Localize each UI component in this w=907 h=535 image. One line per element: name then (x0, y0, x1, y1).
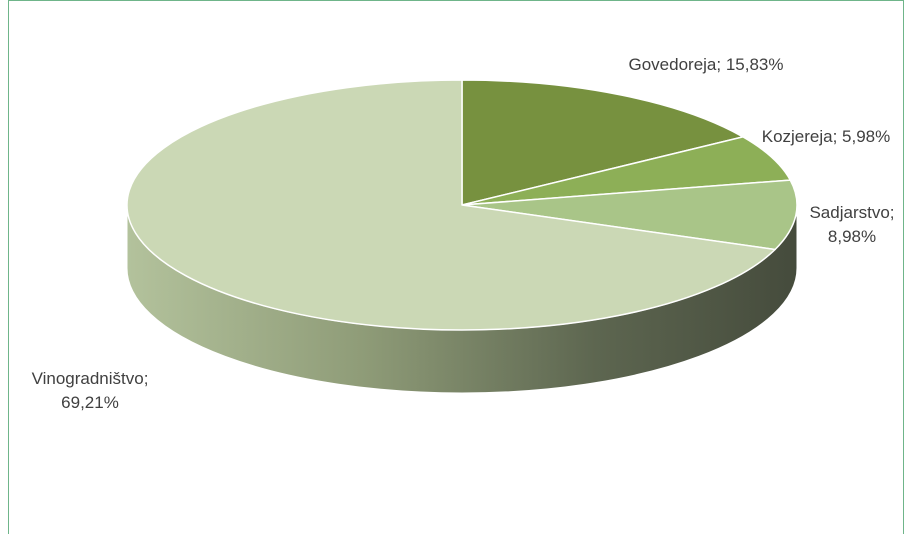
data-label-line: 8,98% (828, 227, 876, 246)
data-label-sadjarstvo: Sadjarstvo; 8,98% (809, 203, 894, 246)
pie-slice-sadjarstvo (461, 179, 798, 251)
pie-slices (126, 79, 798, 331)
pie-slice-kozjereja (461, 136, 792, 206)
data-label-line: Kozjereja; 5,98% (762, 127, 891, 146)
data-label-line: Govedoreja; 15,83% (629, 55, 784, 74)
pie-slice-govedoreja (461, 79, 744, 206)
data-label-line: Sadjarstvo; (809, 203, 894, 222)
data-label-govedoreja: Govedoreja; 15,83% (629, 55, 784, 74)
data-label-line: 69,21% (61, 393, 119, 412)
pie-slice-vinogradnistvo (126, 79, 776, 331)
data-label-kozjereja: Kozjereja; 5,98% (762, 127, 891, 146)
data-label-vinogradnistvo: Vinogradništvo; 69,21% (32, 369, 149, 412)
chart-frame (8, 0, 904, 534)
pie-labels: Govedoreja; 15,83% Kozjereja; 5,98% Sadjar… (32, 55, 895, 412)
data-label-line: Vinogradništvo; (32, 369, 149, 388)
